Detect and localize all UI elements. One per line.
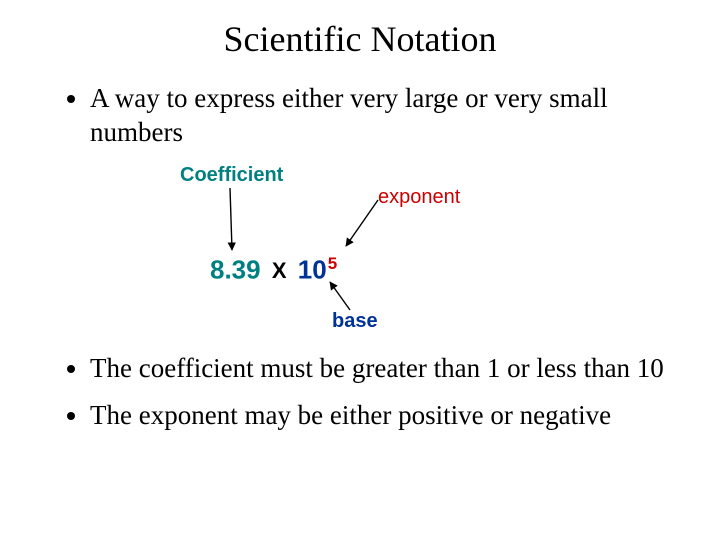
expression: 8.39 X 105 xyxy=(210,254,337,286)
bullet-list-2: The coefficient must be greater than 1 o… xyxy=(50,352,670,434)
base-label: base xyxy=(332,310,378,333)
expression-base: 10 xyxy=(298,254,327,284)
bullet-item: A way to express either very large or ve… xyxy=(90,82,670,150)
slide: Scientific Notation A way to express eit… xyxy=(0,0,720,540)
bullet-list: A way to express either very large or ve… xyxy=(50,82,670,150)
slide-title: Scientific Notation xyxy=(50,18,670,60)
expression-exponent: 5 xyxy=(328,254,337,273)
exponent-label: exponent xyxy=(378,186,460,209)
expression-coefficient: 8.39 xyxy=(210,254,261,284)
times-icon: X xyxy=(268,258,291,283)
coefficient-label: Coefficient xyxy=(180,164,283,187)
arrow-coefficient xyxy=(230,188,232,250)
bullet-item: The coefficient must be greater than 1 o… xyxy=(90,352,670,386)
arrow-base xyxy=(330,282,350,310)
bullet-item: The exponent may be either positive or n… xyxy=(90,399,670,433)
notation-diagram: Coefficient exponent base 8.39 X 105 xyxy=(160,164,480,334)
arrow-exponent xyxy=(346,200,378,246)
